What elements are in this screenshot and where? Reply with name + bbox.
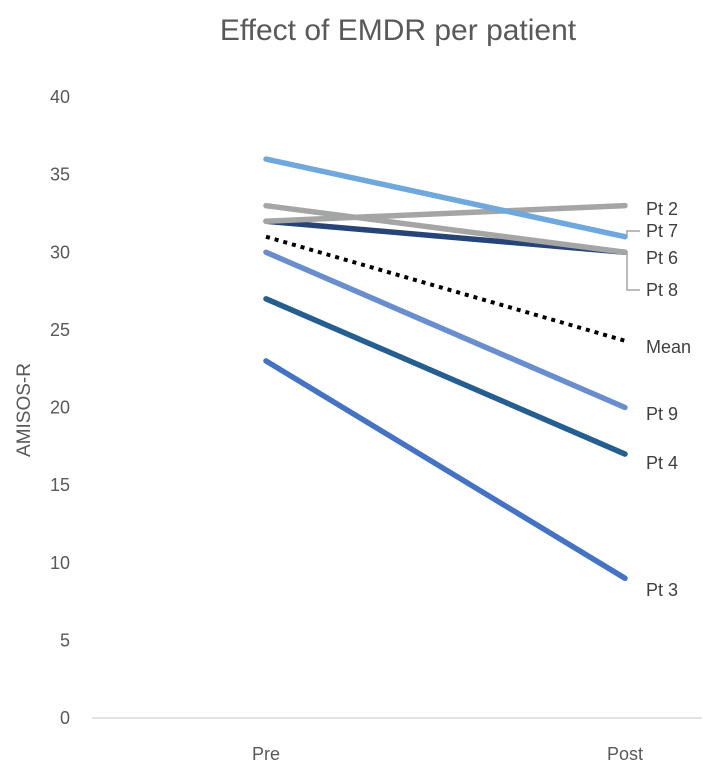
y-tick-label: 20 <box>50 398 70 418</box>
y-axis-label: AMISOS-R <box>14 363 35 457</box>
series-label-pt-3: Pt 3 <box>646 580 678 600</box>
y-tick-label: 15 <box>50 475 70 495</box>
label-leader-line <box>626 252 640 291</box>
series-labels: Pt 3 Pt 4 Pt 9 Pt 8 Pt 6 Pt 2Pt 7 Mean <box>646 199 691 600</box>
series-label-mean: Mean <box>646 337 691 357</box>
series-label-pt-8: Pt 8 <box>646 280 678 300</box>
series-line-pt-6 <box>263 202 628 255</box>
x-tick-label: Post <box>607 744 643 764</box>
series-label-pt-6: Pt 6 <box>646 248 678 268</box>
series-label-pt-2: Pt 2 <box>646 199 678 219</box>
x-axis-ticks: Pre Post <box>252 744 643 764</box>
y-tick-label: 30 <box>50 242 70 262</box>
series-line-pt-9 <box>263 249 628 411</box>
series-label-pt-9: Pt 9 <box>646 404 678 424</box>
series-line-pt-4 <box>263 296 628 457</box>
label-connectors <box>626 230 640 291</box>
chart-title: Effect of EMDR per patient <box>220 14 577 47</box>
series-line-mean <box>265 234 626 343</box>
series-label-pt-7: Pt 7 <box>646 221 678 241</box>
x-tick-label: Pre <box>252 744 280 764</box>
y-tick-label: 10 <box>50 553 70 573</box>
y-tick-label: 40 <box>50 87 70 107</box>
y-tick-label: 5 <box>60 630 70 650</box>
series-line-pt-7 <box>263 156 628 240</box>
y-axis-ticks: 0 5 10 15 20 25 30 35 40 <box>50 87 70 728</box>
series-lines <box>263 156 628 582</box>
series-line-pt-2 <box>263 202 628 224</box>
series-line-pt-3 <box>263 358 628 582</box>
y-tick-label: 0 <box>60 708 70 728</box>
label-leader-line <box>626 230 640 237</box>
y-tick-label: 25 <box>50 320 70 340</box>
y-tick-label: 35 <box>50 165 70 185</box>
series-label-pt-4: Pt 4 <box>646 453 678 473</box>
